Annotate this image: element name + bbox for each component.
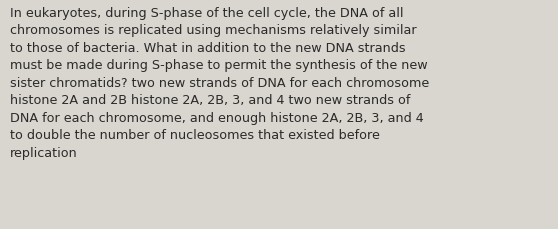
Text: In eukaryotes, during S-phase of the cell cycle, the DNA of all
chromosomes is r: In eukaryotes, during S-phase of the cel… bbox=[10, 7, 429, 159]
